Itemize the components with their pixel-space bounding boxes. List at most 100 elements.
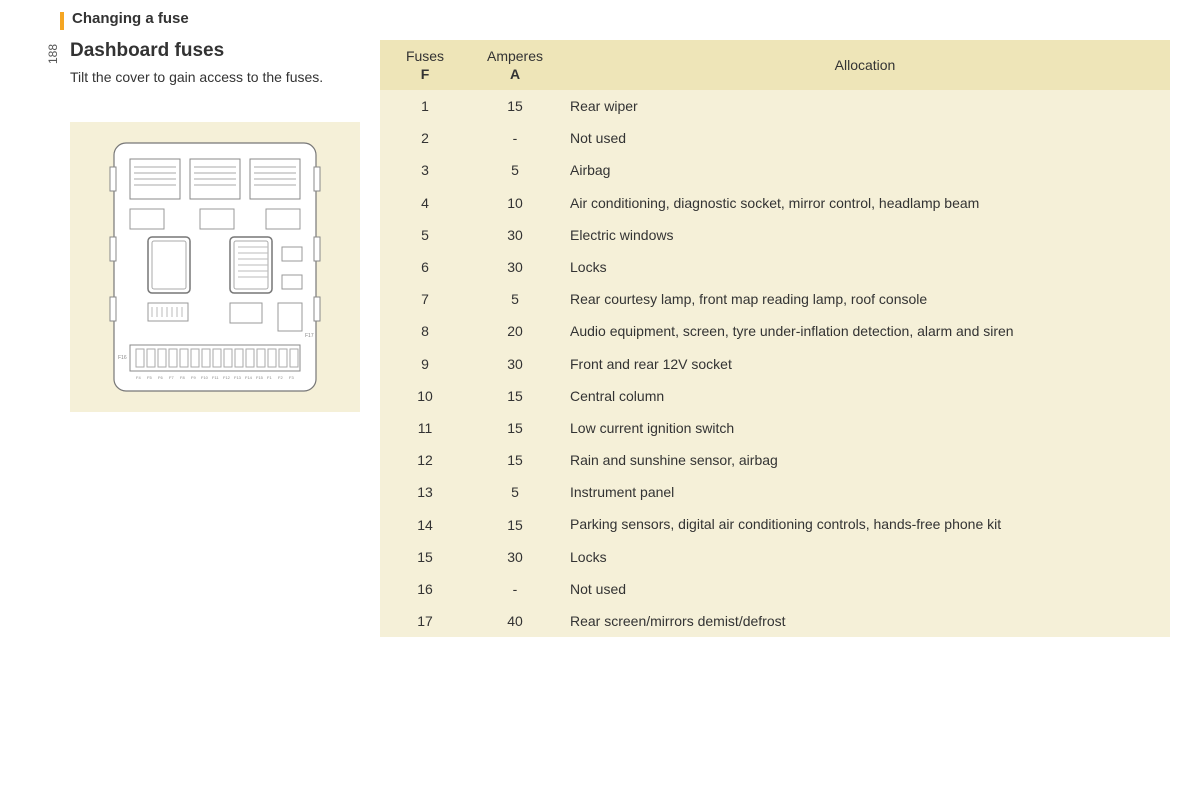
svg-text:F17: F17	[305, 333, 314, 339]
cell-amperes: 30	[470, 348, 560, 380]
svg-text:F11: F11	[212, 375, 219, 380]
svg-text:F7: F7	[169, 375, 174, 380]
cell-fuse: 7	[380, 283, 470, 315]
cell-allocation: Not used	[560, 122, 1170, 154]
table-row: 16-Not used	[380, 573, 1170, 605]
svg-text:F3: F3	[289, 375, 294, 380]
table-row: 820Audio equipment, screen, tyre under-i…	[380, 315, 1170, 347]
svg-text:F12: F12	[223, 375, 231, 380]
table-row: 115Rear wiper	[380, 90, 1170, 122]
cell-fuse: 16	[380, 573, 470, 605]
fuse-diagram: F4 F5 F6 F7 F8 F9 F10F11 F12F13F14F15F1 F2 F3 F16…	[70, 122, 360, 412]
table-row: 1015Central column	[380, 380, 1170, 412]
cell-allocation: Not used	[560, 573, 1170, 605]
cell-allocation: Rear screen/mirrors demist/defrost	[560, 605, 1170, 637]
header-fuses-label: Fuses	[406, 48, 444, 64]
cell-allocation: Central column	[560, 380, 1170, 412]
cell-amperes: 5	[470, 283, 560, 315]
cell-allocation: Locks	[560, 251, 1170, 283]
header-fuses-sub: F	[390, 66, 460, 82]
cell-fuse: 6	[380, 251, 470, 283]
table-header-row: Fuses F Amperes A Allocation	[380, 40, 1170, 90]
svg-text:F13: F13	[234, 375, 242, 380]
header-amperes-label: Amperes	[487, 48, 543, 64]
table-row: 530Electric windows	[380, 219, 1170, 251]
svg-text:F9: F9	[191, 375, 196, 380]
cell-amperes: 15	[470, 508, 560, 540]
cell-amperes: 20	[470, 315, 560, 347]
svg-text:F6: F6	[158, 375, 163, 380]
cell-fuse: 13	[380, 476, 470, 508]
left-column: Dashboard fuses Tilt the cover to gain a…	[60, 40, 380, 412]
cell-amperes: 30	[470, 541, 560, 573]
cell-allocation: Parking sensors, digital air conditionin…	[560, 508, 1170, 540]
cell-fuse: 15	[380, 541, 470, 573]
fusebox-icon: F4 F5 F6 F7 F8 F9 F10F11 F12F13F14F15F1 F2 F3 F16…	[100, 137, 330, 397]
cell-amperes: 15	[470, 412, 560, 444]
table-row: 2-Not used	[380, 122, 1170, 154]
table-row: 1115Low current ignition switch	[380, 412, 1170, 444]
svg-text:F8: F8	[180, 375, 185, 380]
cell-allocation: Airbag	[560, 154, 1170, 186]
cell-fuse: 2	[380, 122, 470, 154]
header-allocation: Allocation	[560, 40, 1170, 90]
cell-amperes: -	[470, 573, 560, 605]
cell-fuse: 11	[380, 412, 470, 444]
table-row: 1215Rain and sunshine sensor, airbag	[380, 444, 1170, 476]
cell-fuse: 3	[380, 154, 470, 186]
cell-fuse: 4	[380, 187, 470, 219]
cell-allocation: Locks	[560, 541, 1170, 573]
cell-fuse: 9	[380, 348, 470, 380]
cell-amperes: 10	[470, 187, 560, 219]
accent-tab	[60, 12, 64, 30]
cell-amperes: 5	[470, 154, 560, 186]
cell-amperes: 30	[470, 251, 560, 283]
table-row: 930Front and rear 12V socket	[380, 348, 1170, 380]
cell-amperes: -	[470, 122, 560, 154]
cell-fuse: 1	[380, 90, 470, 122]
table-body: 115Rear wiper2-Not used35Airbag410Air co…	[380, 90, 1170, 637]
cell-fuse: 8	[380, 315, 470, 347]
table-row: 35Airbag	[380, 154, 1170, 186]
cell-allocation: Instrument panel	[560, 476, 1170, 508]
svg-text:F16: F16	[118, 355, 127, 361]
section-header: Changing a fuse	[60, 10, 1170, 30]
subtitle: Dashboard fuses	[70, 40, 360, 62]
fuse-table: Fuses F Amperes A Allocation 115Rear wip…	[380, 40, 1170, 637]
cell-allocation: Rain and sunshine sensor, airbag	[560, 444, 1170, 476]
cell-fuse: 14	[380, 508, 470, 540]
section-title: Changing a fuse	[72, 10, 189, 27]
cell-allocation: Rear wiper	[560, 90, 1170, 122]
table-row: 1740Rear screen/mirrors demist/defrost	[380, 605, 1170, 637]
cell-allocation: Air conditioning, diagnostic socket, mir…	[560, 187, 1170, 219]
right-column: Fuses F Amperes A Allocation 115Rear wip…	[380, 40, 1170, 637]
cell-allocation: Audio equipment, screen, tyre under-infl…	[560, 315, 1170, 347]
cell-fuse: 12	[380, 444, 470, 476]
cell-amperes: 30	[470, 219, 560, 251]
table-row: 1415Parking sensors, digital air conditi…	[380, 508, 1170, 540]
svg-text:F5: F5	[147, 375, 152, 380]
svg-text:F10: F10	[201, 375, 209, 380]
header-amperes-sub: A	[480, 66, 550, 82]
cell-amperes: 15	[470, 90, 560, 122]
cell-allocation: Low current ignition switch	[560, 412, 1170, 444]
cell-amperes: 40	[470, 605, 560, 637]
table-row: 630Locks	[380, 251, 1170, 283]
cell-amperes: 15	[470, 444, 560, 476]
cell-fuse: 10	[380, 380, 470, 412]
main-content: Dashboard fuses Tilt the cover to gain a…	[60, 40, 1170, 637]
header-fuses: Fuses F	[380, 40, 470, 90]
cell-allocation: Front and rear 12V socket	[560, 348, 1170, 380]
svg-text:F1: F1	[267, 375, 272, 380]
header-amperes: Amperes A	[470, 40, 560, 90]
svg-text:F4: F4	[136, 375, 141, 380]
page-number: 188	[46, 44, 60, 64]
description: Tilt the cover to gain access to the fus…	[70, 68, 360, 86]
table-row: 75Rear courtesy lamp, front map reading …	[380, 283, 1170, 315]
svg-text:F14: F14	[245, 375, 253, 380]
cell-amperes: 5	[470, 476, 560, 508]
table-row: 135Instrument panel	[380, 476, 1170, 508]
svg-text:F15: F15	[256, 375, 264, 380]
svg-text:F2: F2	[278, 375, 283, 380]
cell-allocation: Electric windows	[560, 219, 1170, 251]
